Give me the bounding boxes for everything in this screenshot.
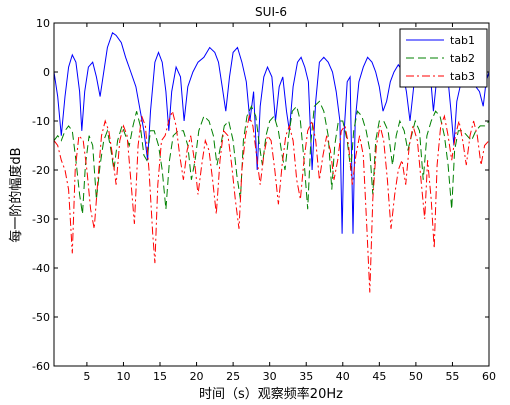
y-tick-label: 10: [36, 17, 50, 30]
x-tick-label: 35: [299, 370, 313, 383]
x-tick-label: 30: [263, 370, 277, 383]
x-tick-label: 5: [83, 370, 90, 383]
y-axis: -60 -50 -40 -30 -20 -10 0 10: [32, 17, 489, 373]
x-tick-label: 60: [482, 370, 496, 383]
x-tick-label: 10: [116, 370, 130, 383]
y-tick-label: -20: [32, 164, 50, 177]
x-tick-label: 50: [409, 370, 423, 383]
y-tick-label: -50: [32, 311, 50, 324]
y-tick-label: -10: [32, 115, 50, 128]
y-tick-label: -60: [32, 360, 50, 373]
x-axis-label: 时间（s）观察频率20Hz: [199, 386, 343, 402]
y-tick-label: -30: [32, 213, 50, 226]
y-axis-label: 每一阶的幅度dB: [8, 147, 24, 242]
x-tick-label: 40: [336, 370, 350, 383]
legend-label-tab1: tab1: [450, 34, 475, 47]
x-tick-label: 55: [445, 370, 459, 383]
y-tick-label: -40: [32, 262, 50, 275]
x-axis: 5 10 15 20 25 30 35 40 45 50 55 60: [83, 23, 496, 383]
x-tick-label: 20: [190, 370, 204, 383]
series-line-tab3: [54, 109, 489, 293]
legend: tab1 tab2 tab3: [399, 28, 488, 88]
chart-title: SUI-6: [255, 5, 287, 19]
legend-label-tab3: tab3: [450, 70, 475, 83]
legend-label-tab2: tab2: [450, 52, 475, 65]
x-tick-label: 45: [372, 370, 386, 383]
plot-frame: [53, 22, 490, 367]
x-tick-label: 15: [153, 370, 167, 383]
x-tick-label: 25: [226, 370, 240, 383]
y-tick-label: 0: [43, 66, 50, 79]
